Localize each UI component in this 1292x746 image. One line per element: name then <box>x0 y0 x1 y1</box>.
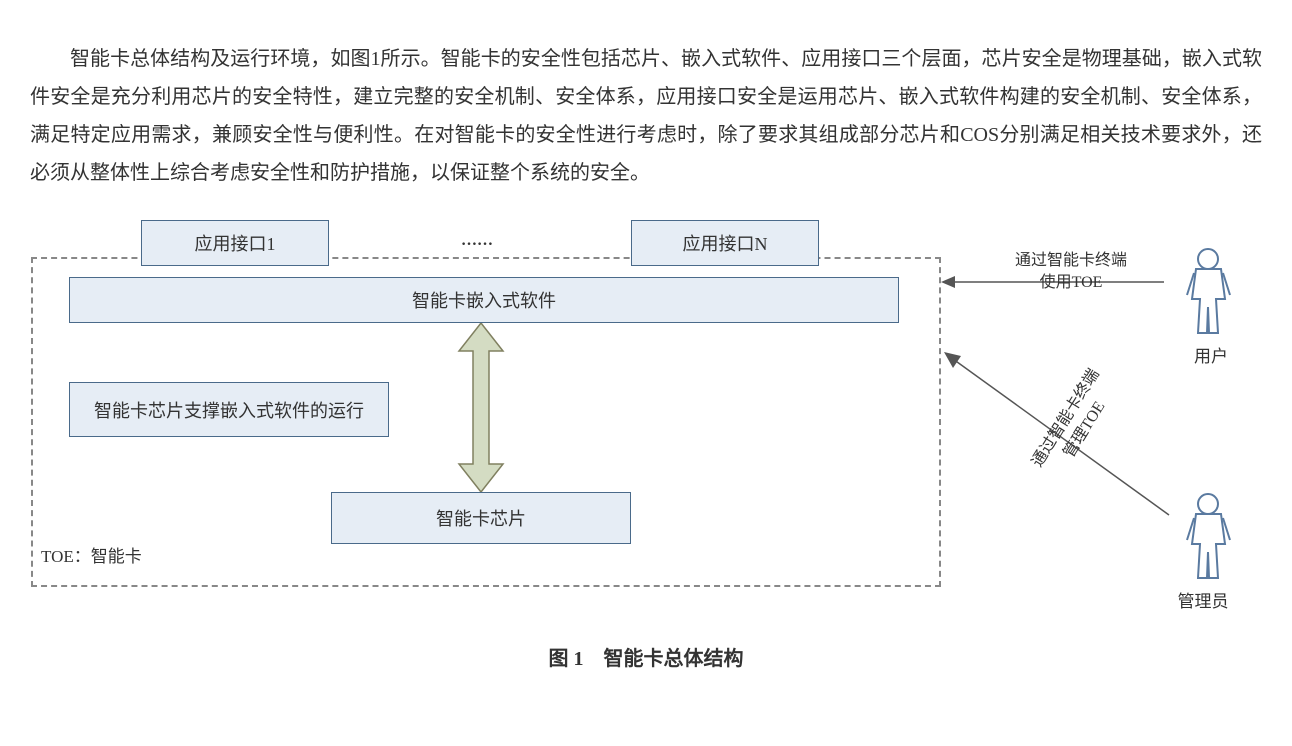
user-label: 用户 <box>1171 342 1251 367</box>
embedded-software-box: 智能卡嵌入式软件 <box>69 277 899 323</box>
user-arrow-text-1: 通过智能卡终端 <box>1015 252 1127 269</box>
user-arrow-label: 通过智能卡终端 使用TOE <box>986 250 1156 295</box>
chip-support-box: 智能卡芯片支撑嵌入式软件的运行 <box>69 382 389 437</box>
user-person-icon <box>1181 247 1236 337</box>
toe-label: TOE：智能卡 <box>41 542 142 567</box>
admin-label: 管理员 <box>1163 587 1243 612</box>
app-interface-1-box: 应用接口1 <box>141 220 329 266</box>
app-interface-n-box: 应用接口N <box>631 220 819 266</box>
user-arrow-text-2: 使用TOE <box>1040 274 1103 291</box>
bidir-arrow-icon <box>451 323 511 492</box>
intro-paragraph: 智能卡总体结构及运行环境，如图1所示。智能卡的安全性包括芯片、嵌入式软件、应用接… <box>30 40 1262 192</box>
figure-1-diagram: 应用接口1 应用接口N …… 智能卡嵌入式软件 智能卡芯片支撑嵌入式软件的运行 … <box>31 202 1261 612</box>
app-interface-ellipsis: …… <box>461 232 493 250</box>
figure-caption: 图 1 智能卡总体结构 <box>30 642 1262 671</box>
chip-box: 智能卡芯片 <box>331 492 631 544</box>
admin-person-icon <box>1181 492 1236 582</box>
